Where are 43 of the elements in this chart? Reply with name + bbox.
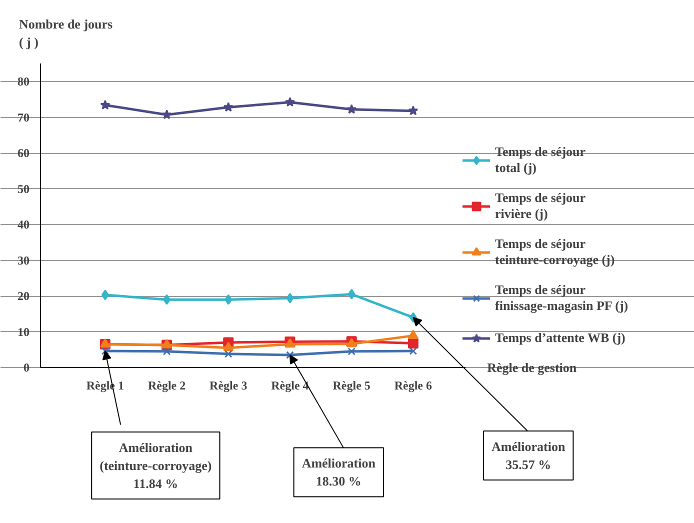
y-tick-label: 20 [18,289,30,303]
point [223,342,234,352]
annotation: Amélioration (teinture-corroyage) 11.84 % [100,440,212,491]
point [408,106,418,116]
y-tick-label: 10 [18,324,30,339]
y-tick-label: 70 [18,110,30,124]
legend-label: Temps de séjour teinture-corroyage (j) [495,236,616,268]
x-tick-label: Règle 3 [210,378,248,392]
legend-label: Temps de séjour total (j) [495,144,587,176]
y-tick-label: 30 [18,253,30,268]
point [346,104,357,114]
point [224,294,232,305]
point [163,294,171,305]
point [101,347,110,355]
point [348,347,356,356]
point [162,347,171,356]
y-tick-label: 50 [18,182,30,196]
point [100,100,110,110]
x-tick-label: Règle 5 [332,378,370,392]
legend-label: Temps de séjour finissage-magasin PF (j) [495,282,630,314]
y-tick-label: 0 [24,360,30,374]
x-tick-label: Règle 2 [148,378,186,392]
annotation: Amélioration 18.30 % [302,456,376,489]
point [101,290,109,300]
point [223,102,234,112]
annotation: Amélioration 35.57 % [492,438,566,472]
y-tick-label: 60 [18,146,30,160]
y-tick-label: 80 [18,74,30,88]
point [408,338,418,348]
point [286,292,294,304]
point [348,288,356,300]
legend-label: Temps d’attente WB (j) [495,330,626,346]
y-tick-label: 40 [18,218,30,232]
legend-label: Temps de séjour rivière (j) [495,190,587,222]
point [286,351,294,359]
point [284,96,296,107]
x-tick-label: Règle 6 [394,378,432,392]
point [409,347,418,355]
x-axis-title: Règle de gestion [487,360,578,375]
point [224,350,232,358]
point [162,109,172,120]
y-axis-title: Nombre de jours ( j ) [18,16,113,50]
point [408,330,418,340]
